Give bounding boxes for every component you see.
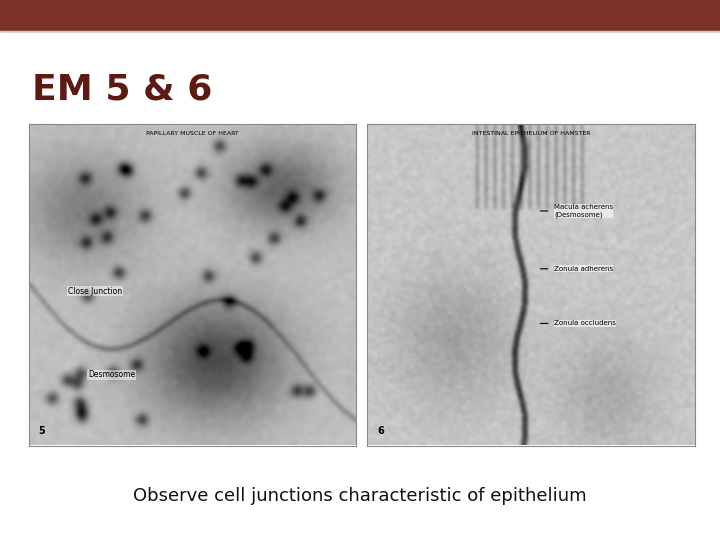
Text: 6: 6 bbox=[377, 426, 384, 436]
Text: 5: 5 bbox=[39, 426, 45, 436]
Text: Close Junction: Close Junction bbox=[68, 287, 122, 296]
Text: EM 5 & 6: EM 5 & 6 bbox=[32, 72, 213, 106]
Text: Macula acherens
(Desmosome): Macula acherens (Desmosome) bbox=[554, 204, 613, 218]
Text: INTESTINAL EPITHELIUM OF HAMSTER: INTESTINAL EPITHELIUM OF HAMSTER bbox=[472, 131, 590, 136]
Text: PAPILLARY MUSCLE OF HEART: PAPILLARY MUSCLE OF HEART bbox=[146, 131, 239, 136]
Text: Zonula occludens: Zonula occludens bbox=[554, 320, 616, 326]
Text: Observe cell junctions characteristic of epithelium: Observe cell junctions characteristic of… bbox=[133, 487, 587, 505]
Text: Desmosome: Desmosome bbox=[88, 370, 135, 379]
Bar bbox=[0, 0, 720, 31]
Text: Zonula adherens: Zonula adherens bbox=[554, 266, 613, 272]
